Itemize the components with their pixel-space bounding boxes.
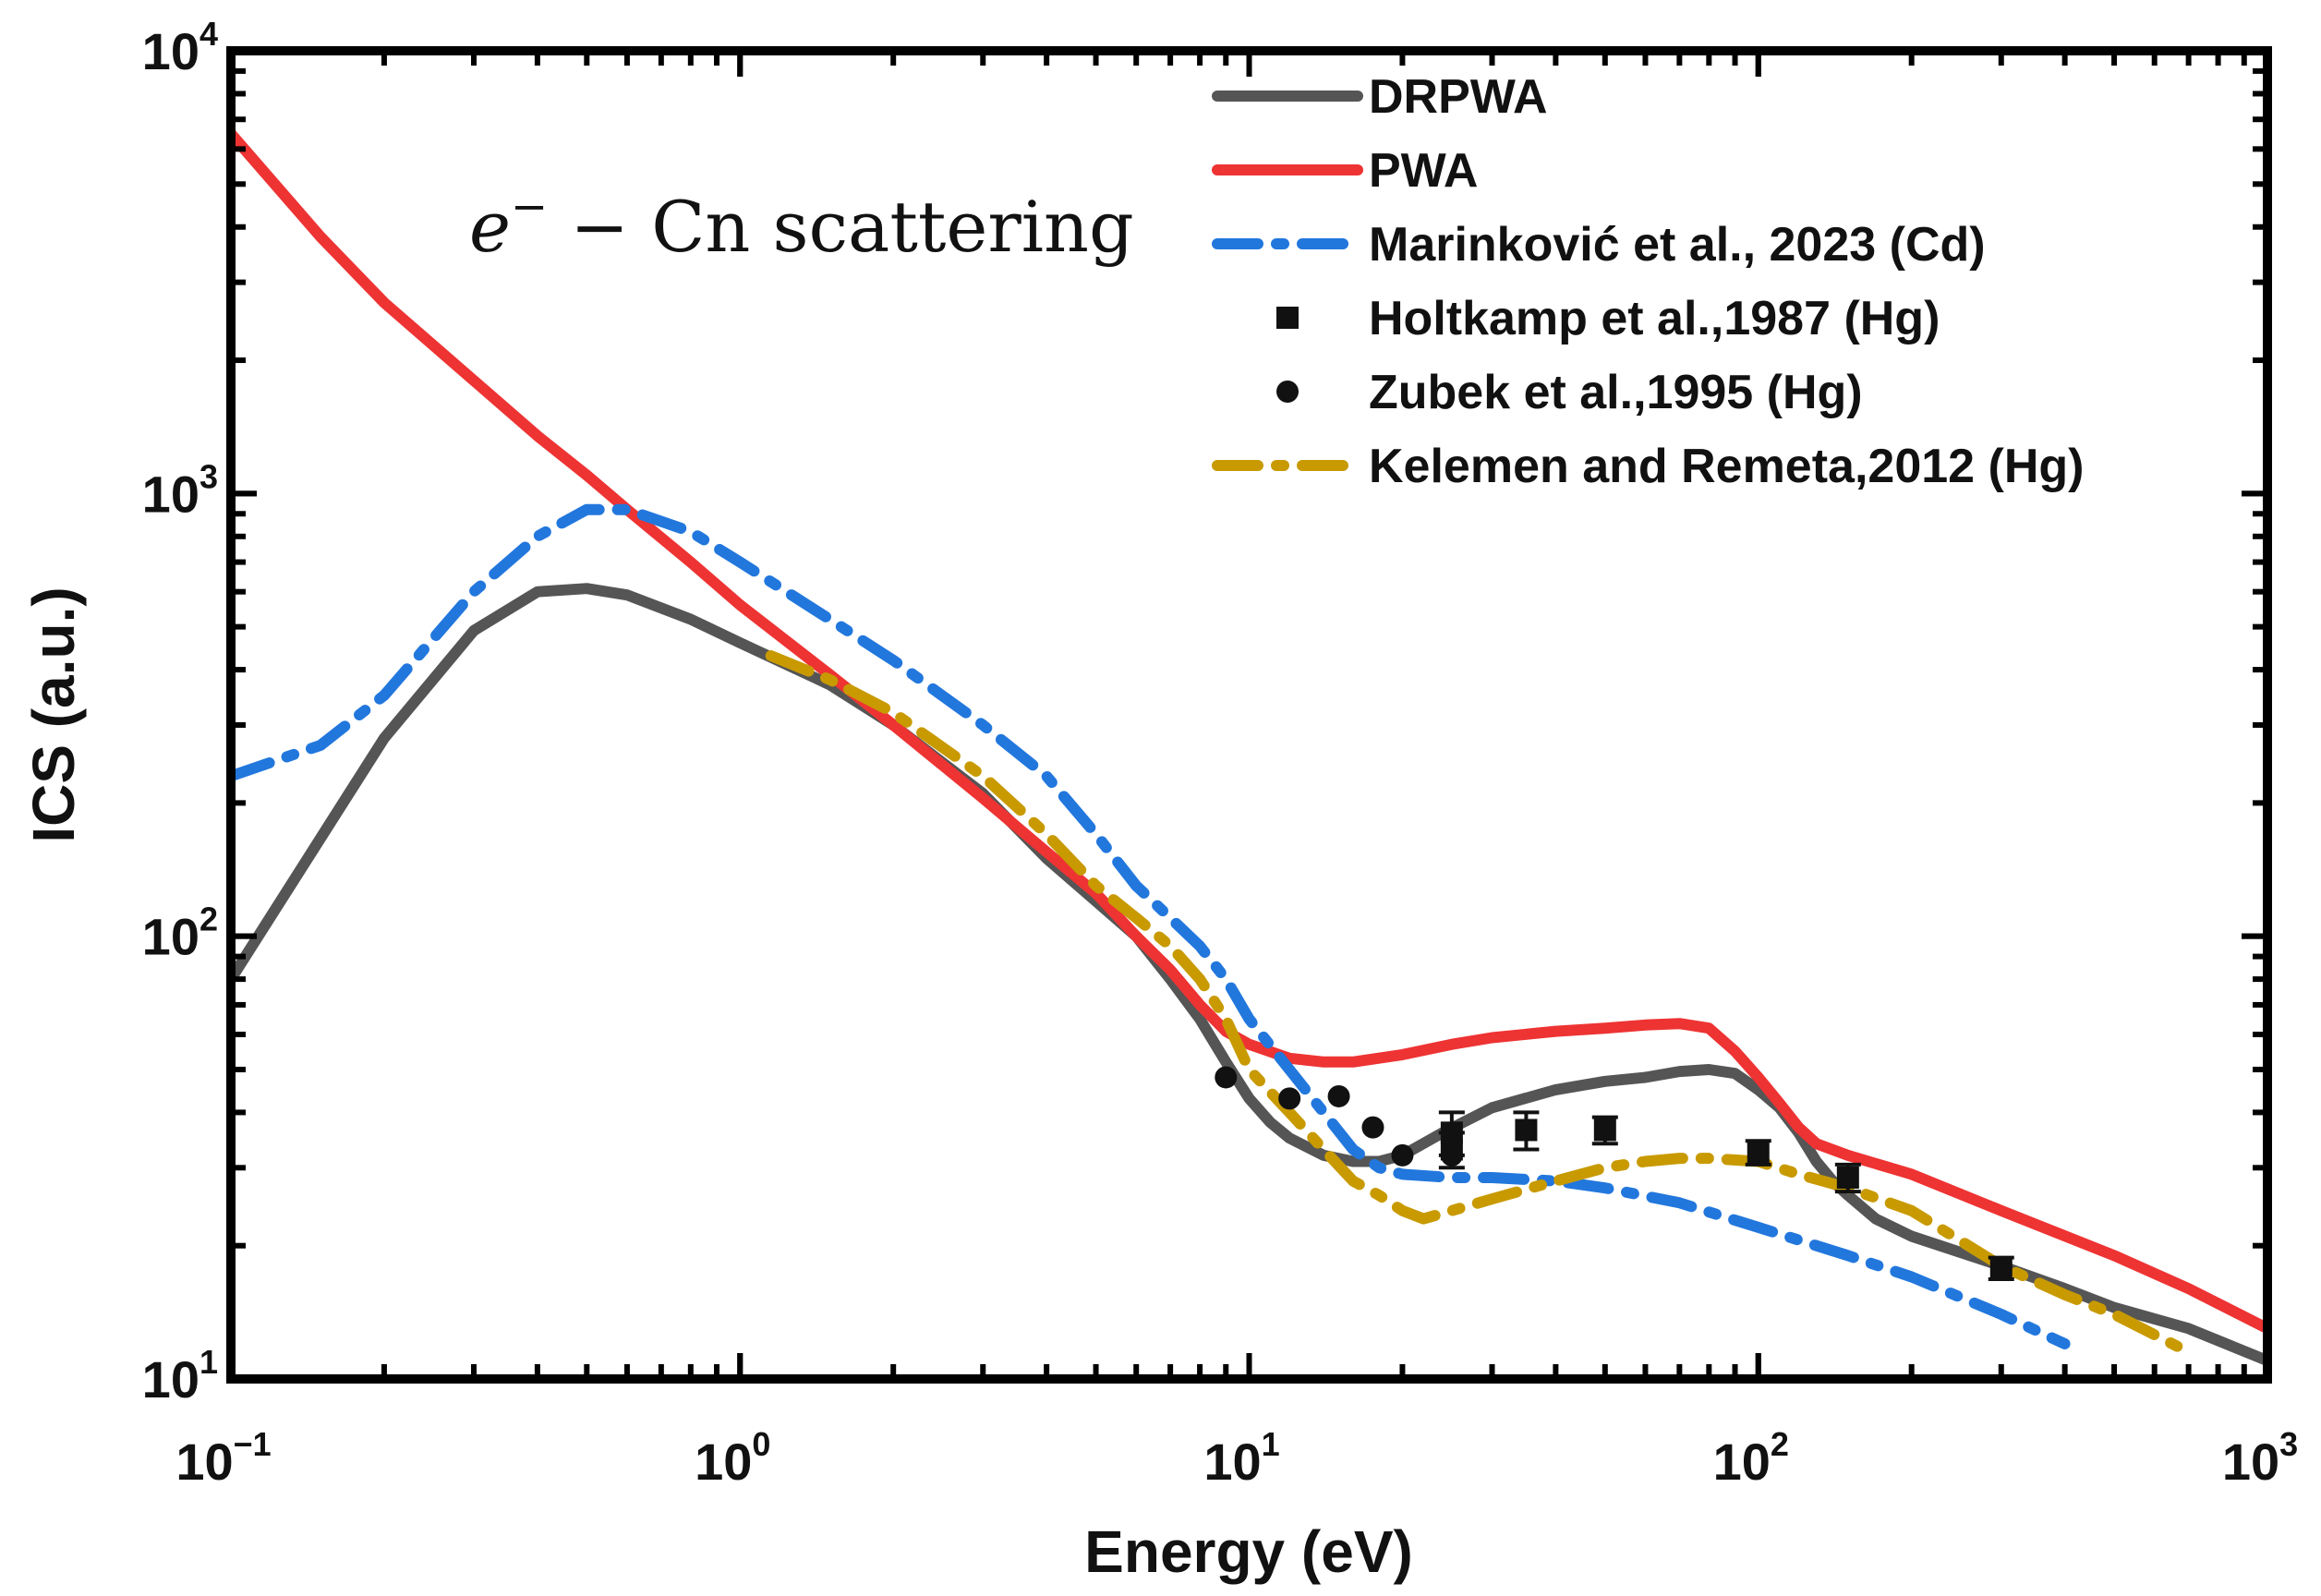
legend-label-4: Zubek et al.,1995 (Hg) [1369,366,1863,419]
y-tick-label-base: 10 [142,22,199,80]
x-tick-label: 101 [1203,1425,1279,1491]
y-tick-label-base: 10 [142,908,199,966]
zubek-data-point [1278,1087,1301,1110]
zubek-data-point [1215,1066,1238,1089]
y-tick-label-exp: 3 [199,457,218,495]
x-tick-label-exp: 2 [1771,1425,1789,1463]
holtkamp-data-point [1747,1141,1770,1164]
legend-label-1: PWA [1369,144,1478,198]
holtkamp-data-point [1989,1256,2013,1279]
y-axis-label: ICS (a.u.) [20,586,87,842]
x-tick-label: 103 [2222,1425,2298,1491]
annotation-rest: − Cn scattering [548,186,1133,268]
legend-swatch-3 [1276,307,1299,329]
y-tick-label: 103 [142,457,218,523]
y-tick-label: 102 [142,901,218,966]
legend: DRPWA PWA Marinković et al., 2023 (Cd) Holt… [1212,70,2085,493]
series-line-2 [231,503,2071,1349]
y-tick-label-base: 10 [142,1350,199,1409]
scattering-annotation: e− − Cn scattering [469,181,1134,268]
holtkamp-data-point [1593,1118,1616,1142]
x-tick-label-exp: 0 [752,1425,770,1463]
annotation-e: e [469,186,511,268]
y-tick-label-base: 10 [142,465,199,523]
markers-layer [1215,1066,2014,1282]
x-tick-label: 10−1 [175,1425,271,1491]
series-line-1 [231,127,2267,1335]
x-tick-label-base: 10 [1203,1433,1261,1491]
legend-label-2: Marinković et al., 2023 (Cd) [1369,218,1986,272]
zubek-data-point [1440,1143,1463,1167]
legend-label-5: Kelemen and Remeta,2012 (Hg) [1369,440,2085,493]
x-tick-label: 100 [695,1425,770,1491]
holtkamp-data-point [1440,1121,1463,1144]
y-tick-label-exp: 1 [199,1343,218,1381]
x-tick-label-exp: 3 [2279,1425,2298,1463]
x-tick-label-exp: −1 [234,1425,272,1463]
x-tick-label-exp: 1 [1262,1425,1280,1463]
holtkamp-data-point [1515,1118,1538,1142]
y-tick-label-exp: 2 [199,901,218,938]
x-tick-label-base: 10 [175,1433,233,1491]
x-tick-label: 102 [1713,1425,1789,1491]
y-tick-label-exp: 4 [199,15,218,53]
legend-label-3: Holtkamp et al.,1987 (Hg) [1369,292,1940,345]
legend-swatch-4 [1276,381,1299,403]
ticks-layer [228,48,2270,1382]
x-tick-label-base: 10 [695,1433,752,1491]
holtkamp-data-point [1836,1166,1859,1189]
x-axis-label: Energy (eV) [1084,1518,1413,1585]
y-tick-label: 101 [142,1343,218,1409]
zubek-data-point [1327,1084,1350,1107]
annotation-sup: − [511,181,548,233]
zubek-data-point [1391,1143,1414,1167]
y-tick-label: 104 [142,15,218,80]
legend-label-0: DRPWA [1369,70,1548,124]
x-tick-label-base: 10 [1713,1433,1771,1491]
x-tick-label-base: 10 [2222,1433,2279,1491]
zubek-data-point [1361,1116,1384,1139]
